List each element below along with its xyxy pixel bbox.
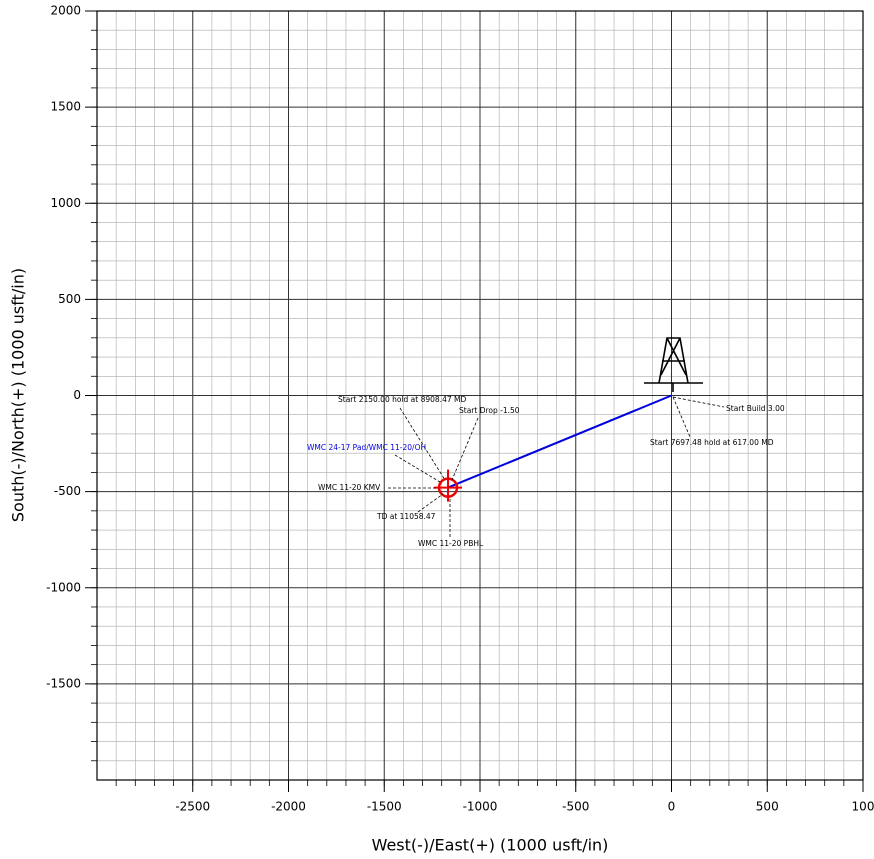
x-tick-label: 0 [668, 800, 676, 814]
leader-line [399, 407, 446, 481]
annotations: Start 2150.00 hold at 8908.47 MD Start D… [307, 395, 785, 548]
y-tick-label: -500 [54, 484, 81, 498]
leader-line [417, 493, 444, 513]
plot-frame [96, 10, 864, 781]
annotation: Start 7697.48 hold at 617.00 MD [650, 438, 774, 447]
y-tick-label: -1000 [46, 580, 81, 594]
annotation: Start 2150.00 hold at 8908.47 MD [338, 395, 466, 404]
x-tick-label: -2000 [271, 800, 306, 814]
annotation: Start Drop -1.50 [459, 406, 520, 415]
rig-icon [644, 337, 703, 392]
x-tick-label: -500 [562, 800, 589, 814]
legend-label: WMC 24-17 Pad/WMC 11-20/OH [307, 443, 426, 452]
y-tick-label: 1000 [50, 196, 81, 210]
x-tick-label: 500 [756, 800, 779, 814]
x-tick-label: 100 [852, 800, 874, 814]
marks [434, 394, 672, 502]
annotation: Start Build 3.00 [726, 404, 785, 413]
x-tick-label: -2500 [175, 800, 210, 814]
leader-line [451, 417, 479, 481]
leader-line [672, 396, 691, 438]
y-tick-label: 500 [58, 292, 81, 306]
y-tick-label: 2000 [50, 4, 81, 18]
y-tick-label: 1500 [50, 100, 81, 114]
x-axis-label: West(-)/East(+) (1000 usft/in) [372, 836, 609, 855]
y-tick-label: -1500 [46, 676, 81, 690]
x-tick-label: -1000 [463, 800, 498, 814]
target [434, 469, 463, 502]
y-axis-label: South(-)/North(+) (1000 usft/in) [9, 268, 28, 522]
leader-line [394, 454, 441, 483]
annotation: WMC 11-20 KMV [318, 483, 381, 492]
y-tick-label: 0 [73, 388, 81, 402]
well-path [447, 394, 672, 489]
grid [85, 10, 864, 792]
annotation: TD at 11058.47 [376, 512, 436, 521]
leader-line [672, 396, 725, 408]
x-tick-label: -1500 [367, 800, 402, 814]
annotation: WMC 11-20 PBHL [418, 539, 484, 548]
